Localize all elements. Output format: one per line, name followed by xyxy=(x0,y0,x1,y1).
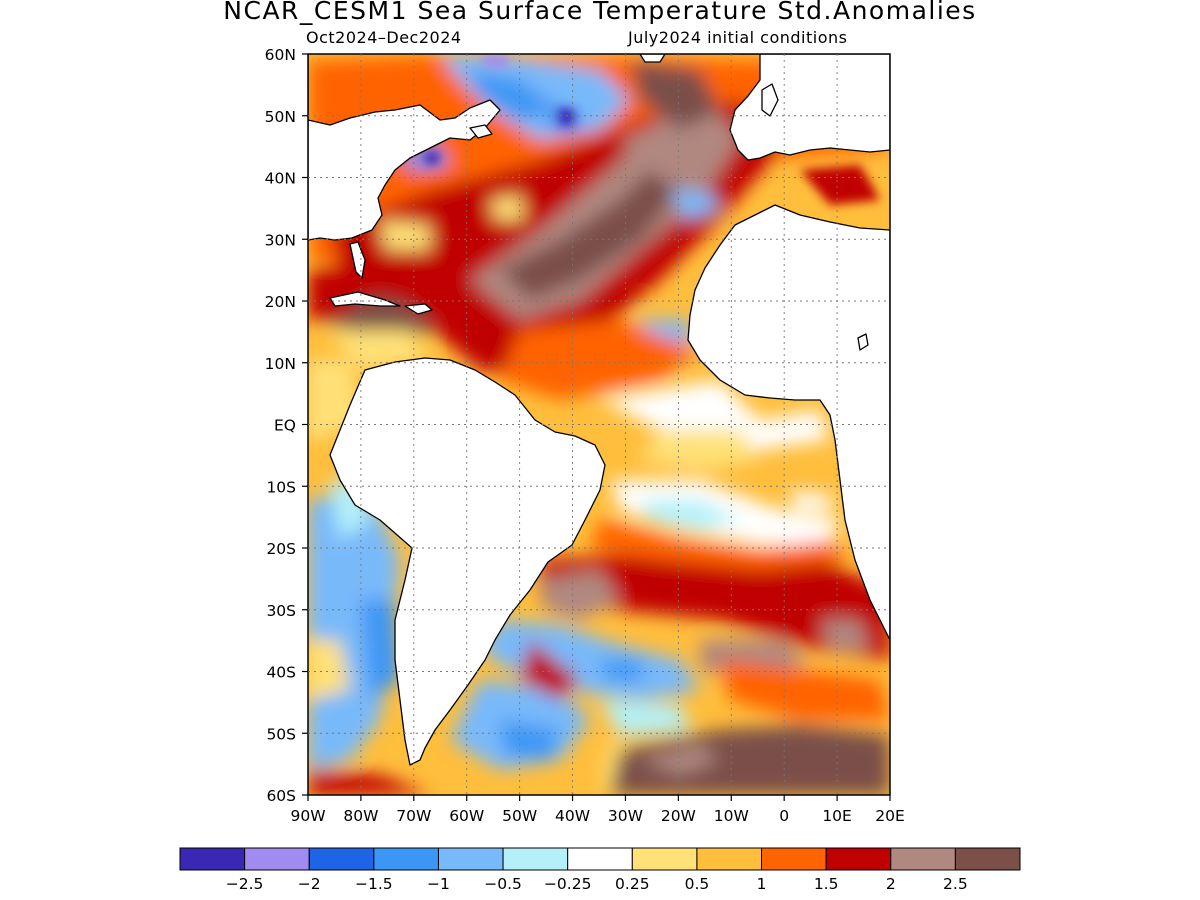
lon-tick-label: 90W xyxy=(290,807,325,825)
hispaniola-island xyxy=(404,303,433,315)
florida-peninsula xyxy=(349,241,366,279)
lon-tick-label: 50W xyxy=(502,807,537,825)
lon-tick-label: 30W xyxy=(608,807,643,825)
cuba-island xyxy=(329,291,401,307)
europe xyxy=(729,54,890,161)
lat-tick-label: 10S xyxy=(266,478,296,496)
colorbar-label: −2 xyxy=(298,875,321,893)
colorbar-swatch xyxy=(567,847,633,871)
colorbar-swatch xyxy=(179,847,246,871)
colorbar-swatch xyxy=(502,847,569,871)
british-isles xyxy=(761,83,779,117)
lon-tick-label: 10W xyxy=(714,807,749,825)
lat-tick-label: 30S xyxy=(266,602,296,620)
lon-tick-label: 20W xyxy=(661,807,696,825)
initial-conditions: July2024 initial conditions xyxy=(628,28,848,47)
graticule xyxy=(302,53,891,801)
colorbar-swatch xyxy=(437,847,504,871)
forecast-period: Oct2024–Dec2024 xyxy=(306,28,462,47)
colorbar-swatch xyxy=(696,847,763,871)
madagascar-island xyxy=(857,333,869,351)
colorbar-swatch xyxy=(308,847,375,871)
lat-tick-label: 50S xyxy=(266,725,296,743)
colorbar-label: 2.5 xyxy=(943,875,968,893)
colorbar-labels: −2.5 −2 −1.5 −1 −0.5 −0.25 0.25 0.5 1 1.5 2 2.5 xyxy=(226,875,968,893)
longitude-labels: 90W 80W 70W 60W 50W 40W 30W 20W 10W 0 10E 20E xyxy=(290,807,904,825)
lat-tick-label: 60S xyxy=(266,787,296,805)
colorbar-swatch xyxy=(373,847,439,871)
sst-anomaly-field xyxy=(308,54,890,795)
continents xyxy=(308,54,890,766)
colorbar-label: −2.5 xyxy=(226,875,264,893)
colorbar-swatch xyxy=(244,847,310,871)
colorbar-label: 1.5 xyxy=(814,875,839,893)
lon-tick-label: 20E xyxy=(875,807,905,825)
colorbar-label: −0.5 xyxy=(484,875,522,893)
north-america xyxy=(308,54,501,241)
map-title: NCAR_CESM1 Sea Surface Temperature Std.A… xyxy=(223,0,977,25)
colorbar-label: −1.5 xyxy=(355,875,393,893)
lat-tick-label: 10N xyxy=(265,355,296,373)
latitude-labels: 60N 50N 40N 30N 20N 10N EQ 10S 20S 30S 40S 50S 60S xyxy=(265,46,296,805)
colorbar-swatch xyxy=(954,847,1021,871)
colorbar-label: 1 xyxy=(757,875,767,893)
colorbar-swatch xyxy=(890,847,956,871)
lat-tick-label: 40S xyxy=(266,664,296,682)
colorbar-swatch xyxy=(825,847,892,871)
lon-tick-label: 70W xyxy=(396,807,431,825)
lon-tick-label: 80W xyxy=(343,807,378,825)
lon-tick-label: 60W xyxy=(449,807,484,825)
colorbar-label: 0.25 xyxy=(615,875,650,893)
africa xyxy=(687,204,890,641)
lat-tick-label: EQ xyxy=(274,417,296,435)
newfoundland-island xyxy=(469,124,493,139)
lat-tick-label: 50N xyxy=(265,108,296,126)
lat-tick-label: 60N xyxy=(265,46,296,64)
colorbar-swatch xyxy=(631,847,698,871)
lon-tick-label: 10E xyxy=(822,807,852,825)
lat-tick-label: 20N xyxy=(265,293,296,311)
lat-tick-label: 20S xyxy=(266,540,296,558)
lat-tick-label: 40N xyxy=(265,170,296,188)
colorbar-label: −1 xyxy=(427,875,450,893)
south-america xyxy=(329,357,606,766)
colorbar-label: 0.5 xyxy=(685,875,710,893)
iceland-island xyxy=(639,54,666,63)
colorbar-label: 2 xyxy=(886,875,896,893)
colorbar xyxy=(179,847,1021,871)
colorbar-label: −0.25 xyxy=(544,875,592,893)
lat-tick-label: 30N xyxy=(265,231,296,249)
lon-tick-label: 40W xyxy=(555,807,590,825)
colorbar-swatch xyxy=(761,847,827,871)
lon-tick-label: 0 xyxy=(779,807,789,825)
